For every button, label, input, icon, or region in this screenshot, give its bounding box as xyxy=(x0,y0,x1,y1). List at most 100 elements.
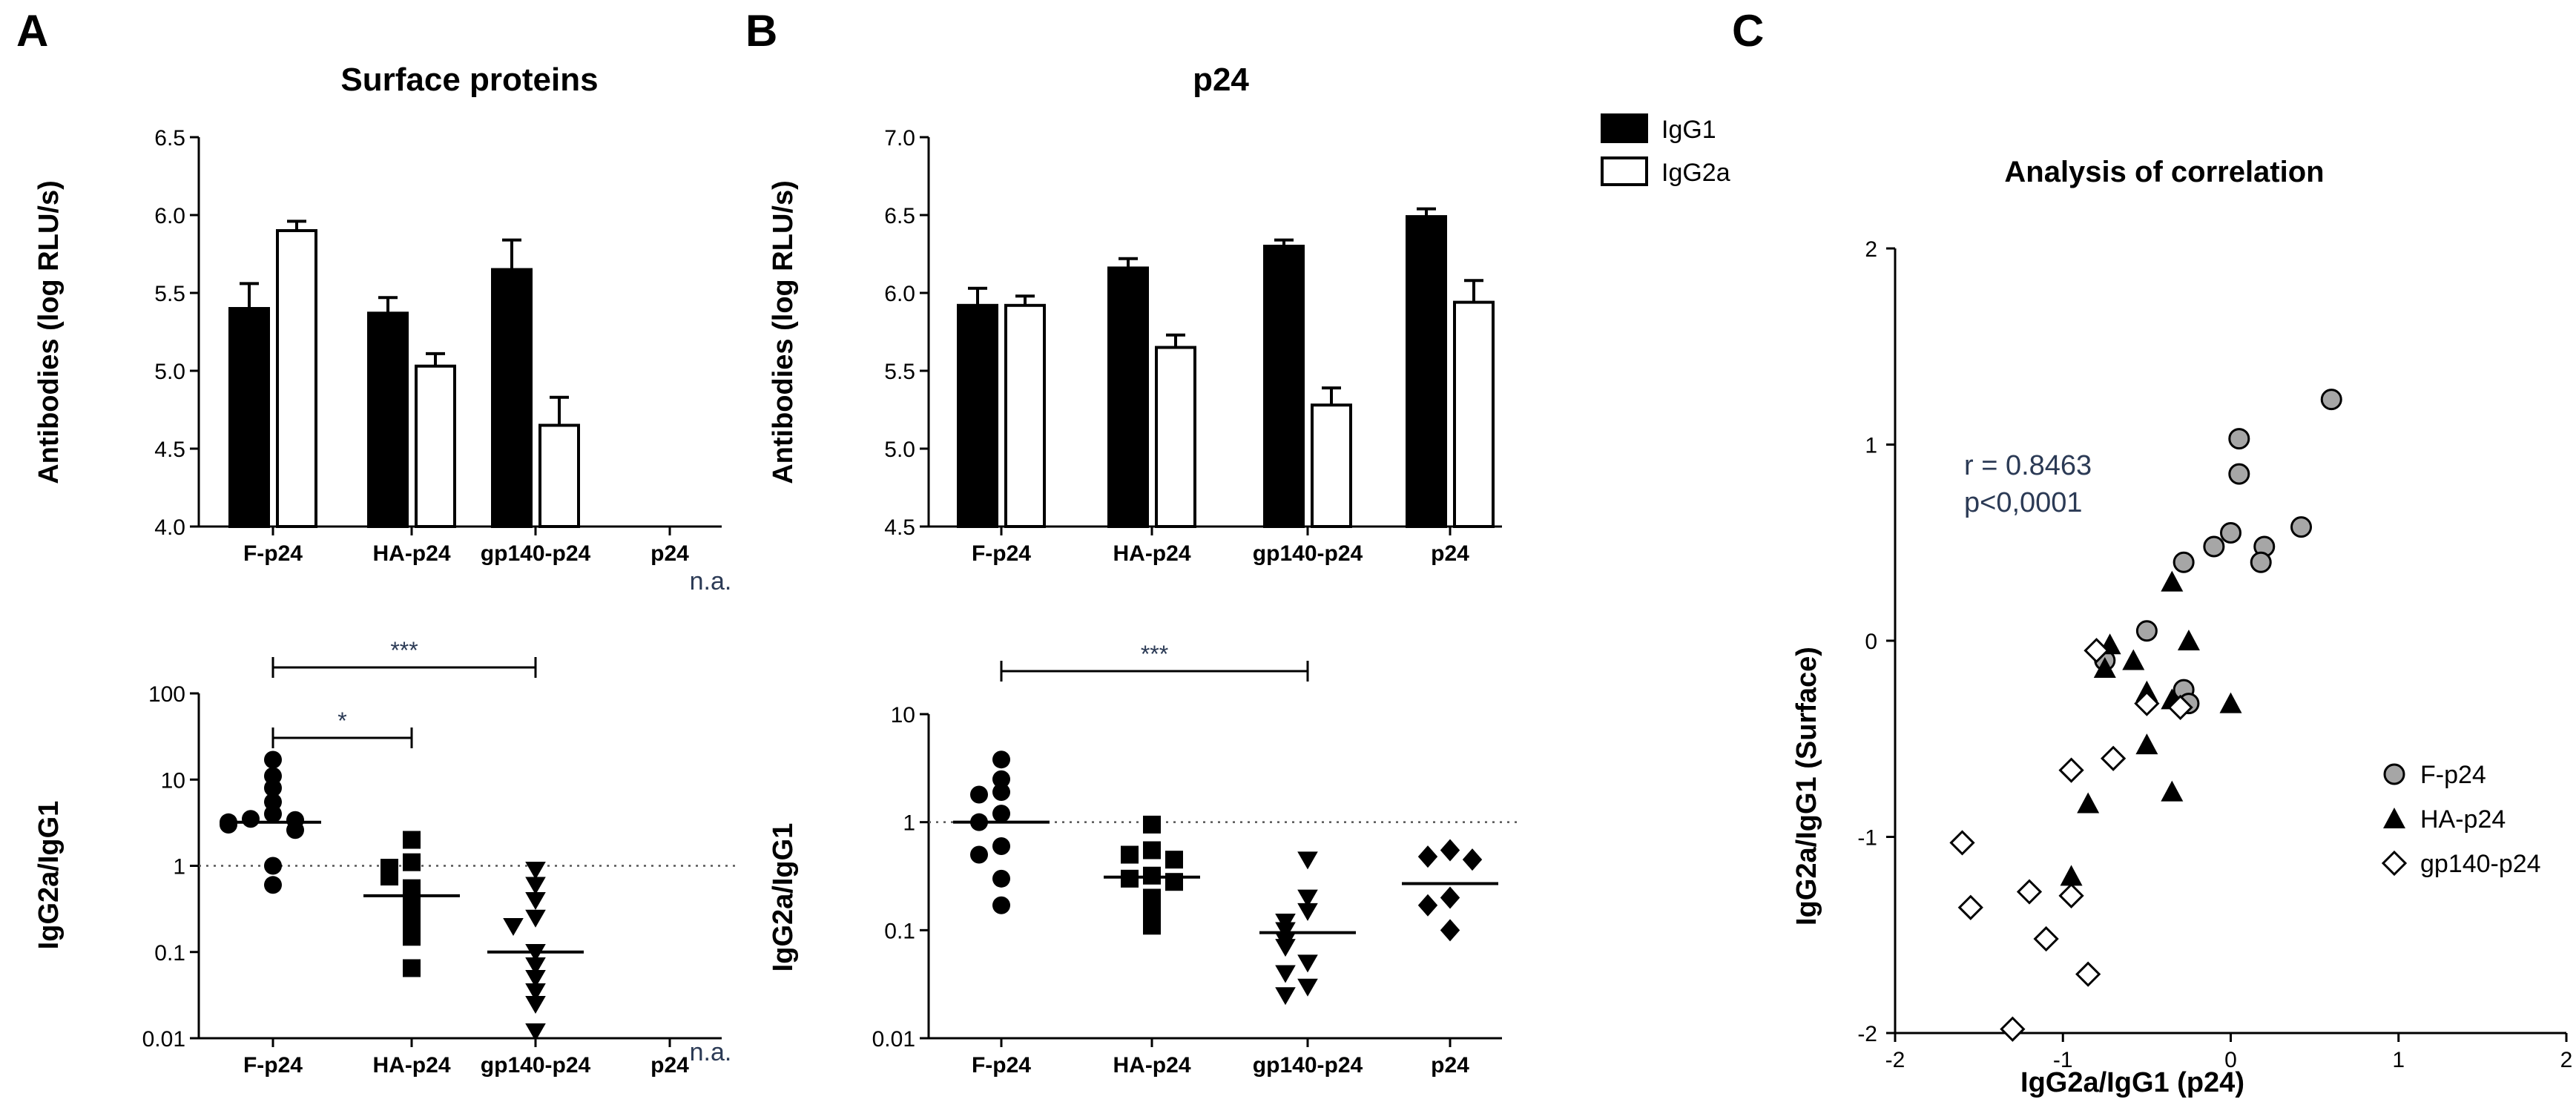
data-point-ha-p24 xyxy=(403,831,421,849)
data-point-p24 xyxy=(1440,919,1460,942)
chart-title-surface-proteins: Surface proteins xyxy=(340,62,598,98)
data-point-gp140-p24 xyxy=(2101,745,2127,771)
legend-marker-gp140-p24 xyxy=(2381,850,2408,877)
data-point-gp140-p24 xyxy=(1275,922,1296,940)
significance-label: *** xyxy=(1141,641,1168,667)
legend-label-ha-p24: HA-p24 xyxy=(2420,805,2506,834)
x-tick-label: F-p24 xyxy=(243,541,303,566)
legend-swatch-igg2a xyxy=(1601,156,1648,186)
data-point-ha-p24 xyxy=(1143,841,1161,860)
chart-a-top: 4.0 4.5 5.0 5.5 6.0 6.5 F-p24 HA-p24 gp140-p24 p2… xyxy=(154,126,722,566)
data-point-f-p24 xyxy=(220,816,237,834)
y-tick-label: 6.0 xyxy=(884,282,915,306)
chart-title-correlation: Analysis of correlation xyxy=(2004,156,2324,188)
data-point-ha-p24 xyxy=(403,959,421,977)
data-point-f-p24 xyxy=(992,805,1010,823)
significance-label: * xyxy=(337,707,346,734)
data-point-f-p24 xyxy=(264,779,282,797)
x-tick-label: 2 xyxy=(2560,1048,2573,1072)
data-point-ha-p24 xyxy=(2177,630,2200,650)
data-point-gp140-p24 xyxy=(525,891,546,910)
legend-label-igg2a: IgG2a xyxy=(1661,159,1730,187)
x-tick-label: F-p24 xyxy=(243,1053,303,1078)
y-axis-title-a-top: Antibodies (log RLU/s) xyxy=(33,180,65,484)
data-point-p24 xyxy=(1417,845,1438,868)
panel-label-c: C xyxy=(1732,6,1764,56)
y-tick-label: 6.5 xyxy=(884,204,915,228)
x-tick-label: F-p24 xyxy=(972,1053,1031,1078)
x-tick-label: p24 xyxy=(650,1053,689,1078)
data-point-f-p24 xyxy=(2290,516,2313,538)
data-point-f-p24 xyxy=(970,845,988,864)
data-point-gp140-p24 xyxy=(1275,965,1296,983)
y-tick-label: 100 xyxy=(148,682,185,707)
x-tick-label: F-p24 xyxy=(972,541,1031,566)
na-label-a-bottom: n.a. xyxy=(690,1038,732,1066)
y-tick-label: 0 xyxy=(1865,630,1877,654)
x-tick-label: 0 xyxy=(2224,1048,2237,1072)
data-point-gp140-p24 xyxy=(2033,926,2059,952)
data-point-gp140-p24 xyxy=(1275,939,1296,957)
y-tick-label: 5.0 xyxy=(884,438,915,462)
data-point-f-p24 xyxy=(286,821,304,839)
data-point-p24 xyxy=(1462,848,1483,871)
bar-igg2a-ha-p24 xyxy=(1155,346,1196,528)
bar-igg1-gp140-p24 xyxy=(491,268,533,528)
x-tick-label: HA-p24 xyxy=(372,1053,450,1078)
bar-igg2a-gp140-p24 xyxy=(1311,403,1352,529)
y-tick-label: 4.0 xyxy=(154,515,185,540)
y-tick-label: 0.1 xyxy=(884,919,915,943)
data-point-gp140-p24 xyxy=(1297,903,1318,921)
data-point-gp140-p24 xyxy=(2000,1016,2026,1042)
data-point-ha-p24 xyxy=(1121,845,1139,864)
data-point-f-p24 xyxy=(992,869,1010,888)
data-point-ha-p24 xyxy=(1143,866,1161,885)
data-point-ha-p24 xyxy=(1121,869,1139,888)
data-point-ha-p24 xyxy=(2077,792,2100,814)
bar-igg1-ha-p24 xyxy=(367,311,409,528)
y-tick-label: 0.01 xyxy=(872,1027,915,1052)
y-tick-label: 10 xyxy=(161,768,185,793)
y-tick-label: 5.5 xyxy=(154,282,185,306)
data-point-f-p24 xyxy=(992,837,1010,855)
data-point-ha-p24 xyxy=(1143,815,1161,834)
y-tick-label: 5.0 xyxy=(154,360,185,384)
panel-label-b: B xyxy=(745,6,777,56)
y-tick-label: 7.0 xyxy=(884,126,915,151)
chart-title-p24: p24 xyxy=(1193,62,1249,98)
y-tick-label: 5.5 xyxy=(884,360,915,384)
x-tick-label: HA-p24 xyxy=(372,541,450,566)
data-point-f-p24 xyxy=(992,750,1010,769)
bar-igg2a-ha-p24 xyxy=(415,364,456,529)
data-point-gp140-p24 xyxy=(525,995,546,1014)
data-point-f-p24 xyxy=(2320,389,2342,411)
y-axis-title-c: IgG2a/IgG1 (Surface) xyxy=(1791,647,1822,926)
y-tick-label: 10 xyxy=(891,703,915,727)
bar-igg2a-gp140-p24 xyxy=(538,423,580,528)
bar-igg2a-f-p24 xyxy=(1004,303,1046,528)
data-point-gp140-p24 xyxy=(2058,882,2084,908)
data-point-gp140-p24 xyxy=(525,862,546,880)
y-tick-label: 4.5 xyxy=(154,438,185,462)
data-point-gp140-p24 xyxy=(1949,830,1975,856)
data-point-gp140-p24 xyxy=(2134,690,2160,716)
data-point-p24 xyxy=(1417,894,1438,917)
data-point-ha-p24 xyxy=(381,868,398,886)
x-tick-label: gp140-p24 xyxy=(1253,541,1363,566)
data-point-gp140-p24 xyxy=(1297,889,1318,908)
data-point-ha-p24 xyxy=(2093,657,2116,679)
y-axis-title-b-bottom: IgG2a/IgG1 xyxy=(768,823,799,972)
data-point-f-p24 xyxy=(2135,620,2158,642)
data-point-gp140-p24 xyxy=(525,957,546,975)
data-point-gp140-p24 xyxy=(525,909,546,928)
y-tick-label: 0.01 xyxy=(142,1027,185,1052)
data-point-f-p24 xyxy=(2228,463,2250,485)
data-point-f-p24 xyxy=(2220,522,2241,544)
y-tick-label: 1 xyxy=(903,811,915,836)
data-point-f-p24 xyxy=(2250,551,2272,573)
y-tick-label: -1 xyxy=(1857,826,1877,851)
data-point-f-p24 xyxy=(2203,535,2225,558)
x-tick-label: gp140-p24 xyxy=(481,541,591,566)
x-tick-label: HA-p24 xyxy=(1113,1053,1190,1078)
